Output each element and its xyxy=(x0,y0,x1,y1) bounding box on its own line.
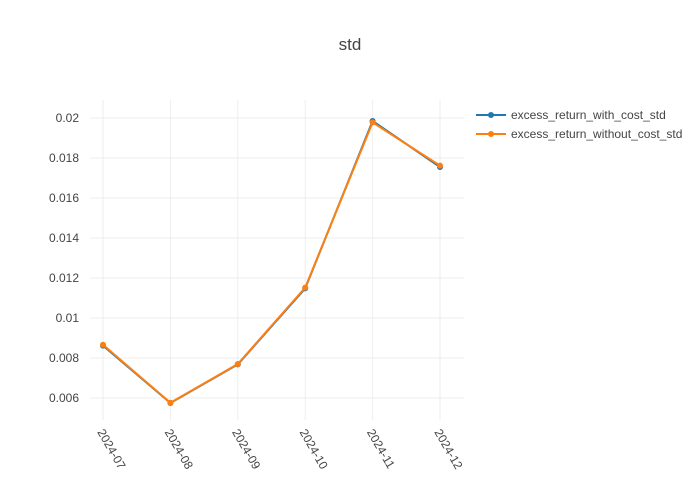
data-point[interactable] xyxy=(302,284,309,291)
series-line-0 xyxy=(102,120,441,404)
x-tick-label: 2024-08 xyxy=(162,427,196,472)
x-tick-label: 2024-09 xyxy=(229,427,263,472)
data-point[interactable] xyxy=(234,361,241,367)
y-tick-label: 0.018 xyxy=(49,151,79,165)
y-tick-label: 0.01 xyxy=(56,311,80,325)
y-tick-label: 0.012 xyxy=(49,271,79,285)
legend-item-0[interactable]: excess_return_with_cost_std xyxy=(476,108,666,122)
y-tick-label: 0.014 xyxy=(49,231,79,245)
grid-layer xyxy=(90,100,464,420)
y-tick-label: 0.006 xyxy=(49,391,79,405)
y-axis: 0.006 0.008 0.01 0.012 0.014 0.016 0.018 0.02 xyxy=(49,111,79,405)
legend-label: excess_return_without_cost_std xyxy=(511,127,682,141)
plot-area xyxy=(100,118,443,406)
chart-title: std xyxy=(339,35,362,54)
legend-item-1[interactable]: excess_return_without_cost_std xyxy=(476,127,682,141)
legend-swatch-marker xyxy=(488,131,494,137)
y-tick-label: 0.008 xyxy=(49,351,79,365)
x-tick-label: 2024-10 xyxy=(297,427,331,472)
data-point[interactable] xyxy=(167,399,174,406)
x-tick-label: 2024-11 xyxy=(364,427,398,472)
legend-swatch-marker xyxy=(488,112,494,118)
y-tick-label: 0.02 xyxy=(56,111,80,125)
series-line-1 xyxy=(102,121,441,404)
legend[interactable]: excess_return_with_cost_std excess_return… xyxy=(476,108,682,141)
y-tick-label: 0.016 xyxy=(49,191,79,205)
legend-label: excess_return_with_cost_std xyxy=(511,108,666,122)
x-axis: 2024-07 2024-08 2024-09 2024-10 2024-11 2024-… xyxy=(94,427,465,472)
data-point[interactable] xyxy=(100,341,106,348)
x-tick-label: 2024-07 xyxy=(94,427,128,472)
x-tick-label: 2024-12 xyxy=(431,427,465,472)
data-point[interactable] xyxy=(437,162,443,169)
data-point[interactable] xyxy=(369,119,376,126)
